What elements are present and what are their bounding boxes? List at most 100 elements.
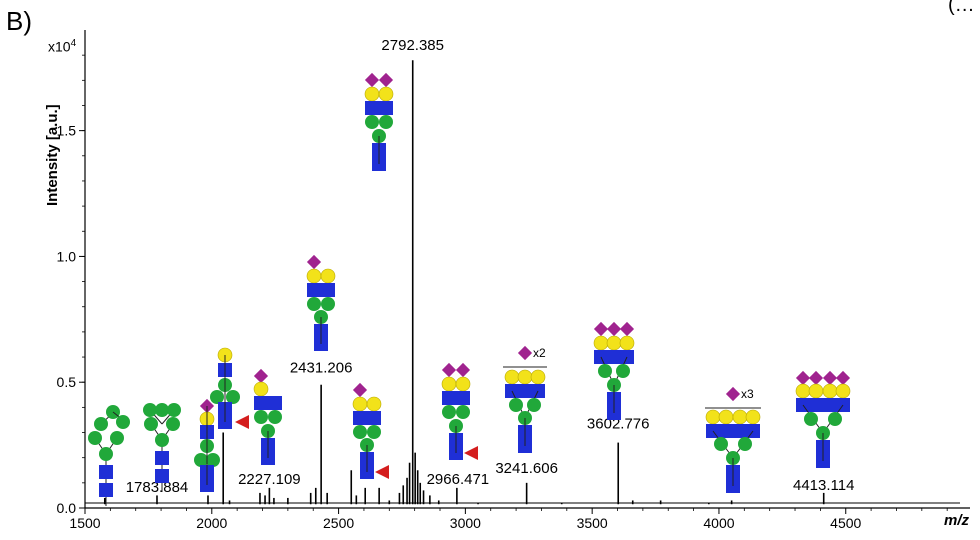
galactose-circle — [718, 409, 734, 425]
galactose-circle — [705, 409, 721, 425]
mannose-circle — [442, 405, 456, 419]
glcnac-square — [353, 411, 367, 425]
mannose-circle — [99, 447, 113, 461]
mannose-circle — [804, 412, 818, 426]
galactose-circle — [320, 268, 336, 284]
galactose-circle — [795, 383, 811, 399]
galactose-circle — [364, 86, 380, 102]
mannose-circle — [88, 431, 102, 445]
galactose-circle — [378, 86, 394, 102]
glcnac-square — [254, 396, 268, 410]
mannose-circle — [144, 417, 158, 431]
fucose-triangle — [464, 446, 478, 460]
glycan-multiplier: x2 — [533, 346, 546, 360]
galactose-circle — [530, 369, 546, 385]
sialic-acid-diamond — [593, 321, 609, 337]
axes: 1500 2000 2500 3000 3500 4000 4500 0.0 0.5 1.0 1.5 — [57, 30, 970, 531]
glcnac-square — [99, 483, 113, 497]
sialic-acid-diamond — [517, 345, 533, 361]
glcnac-square — [365, 101, 379, 115]
x-tick-label: 3500 — [577, 515, 608, 531]
mannose-circle — [143, 403, 157, 417]
glcnac-square — [155, 451, 169, 465]
galactose-circle — [253, 381, 269, 397]
sialic-acid-diamond — [306, 254, 322, 270]
mannose-circle — [367, 425, 381, 439]
mannose-circle — [598, 364, 612, 378]
mannose-circle — [167, 403, 181, 417]
glycan-multiplier: x3 — [741, 387, 754, 401]
y-scale-multiplier: x104 — [48, 38, 76, 55]
galactose-circle — [732, 409, 748, 425]
glcnac-square — [307, 283, 321, 297]
fucose-triangle — [375, 465, 389, 479]
sialic-acid-diamond — [619, 321, 635, 337]
peak-labels: 1783.884 2227.109 2431.206 2792.385 2966.471… — [126, 37, 855, 496]
sialic-acid-diamond — [441, 362, 457, 378]
galactose-circle — [835, 383, 851, 399]
mannose-circle — [527, 398, 541, 412]
y-tick-label: 1.0 — [57, 248, 77, 264]
galactose-circle — [441, 376, 457, 392]
glcnac-square — [518, 384, 532, 398]
glcnac-square — [99, 465, 113, 479]
peak-label: 2966.471 — [427, 471, 490, 488]
mannose-circle — [94, 417, 108, 431]
mannose-circle — [828, 412, 842, 426]
galactose-circle — [517, 369, 533, 385]
mannose-circle — [616, 364, 630, 378]
galactose-circle — [822, 383, 838, 399]
mannose-circle — [254, 410, 268, 424]
mannose-circle — [206, 453, 220, 467]
glcnac-square — [155, 469, 169, 483]
galactose-circle — [593, 335, 609, 351]
peak-label: 3241.606 — [495, 460, 558, 477]
corner-fragment: (… — [948, 0, 975, 16]
glcnac-square — [809, 398, 823, 412]
mannose-circle — [116, 415, 130, 429]
glcnac-square — [442, 391, 456, 405]
mannose-circle — [509, 398, 523, 412]
x-tick-label: 4000 — [703, 515, 734, 531]
sialic-acid-diamond — [364, 72, 380, 88]
mannose-circle — [210, 390, 224, 404]
glcnac-square — [733, 424, 747, 438]
sialic-acid-diamond — [455, 362, 471, 378]
mannose-circle — [379, 115, 393, 129]
peak-label: 1783.884 — [126, 479, 189, 496]
glcnac-square — [367, 411, 381, 425]
fucose-triangle — [235, 415, 249, 429]
glcnac-square — [719, 424, 733, 438]
mannose-circle — [714, 437, 728, 451]
sialic-acid-diamond — [795, 370, 811, 386]
mannose-circle — [166, 417, 180, 431]
glcnac-square — [823, 398, 837, 412]
peak-label: 4413.114 — [793, 477, 854, 494]
sialic-acid-diamond — [835, 370, 851, 386]
mannose-circle — [365, 115, 379, 129]
mannose-circle — [194, 453, 208, 467]
mannose-circle — [110, 431, 124, 445]
x-tick-label: 3000 — [450, 515, 481, 531]
y-tick-label: 0.5 — [57, 374, 77, 390]
y-scale-exponent: 4 — [70, 38, 77, 49]
x-tick-label: 2500 — [323, 515, 354, 531]
mannose-circle — [226, 390, 240, 404]
peak-label: 2792.385 — [381, 37, 444, 54]
x-tick-label: 1500 — [69, 515, 100, 531]
mannose-circle — [155, 403, 169, 417]
mannose-circle — [738, 437, 752, 451]
mannose-circle — [268, 410, 282, 424]
sialic-acid-diamond — [606, 321, 622, 337]
galactose-circle — [455, 376, 471, 392]
glcnac-square — [321, 283, 335, 297]
galactose-circle — [619, 335, 635, 351]
mannose-circle — [307, 297, 321, 311]
galactose-circle — [808, 383, 824, 399]
glcnac-square — [379, 101, 393, 115]
y-tick-label: 1.5 — [57, 123, 77, 139]
glycan-structures: x2 x3 — [88, 72, 851, 506]
galactose-circle — [504, 369, 520, 385]
galactose-circle — [352, 396, 368, 412]
